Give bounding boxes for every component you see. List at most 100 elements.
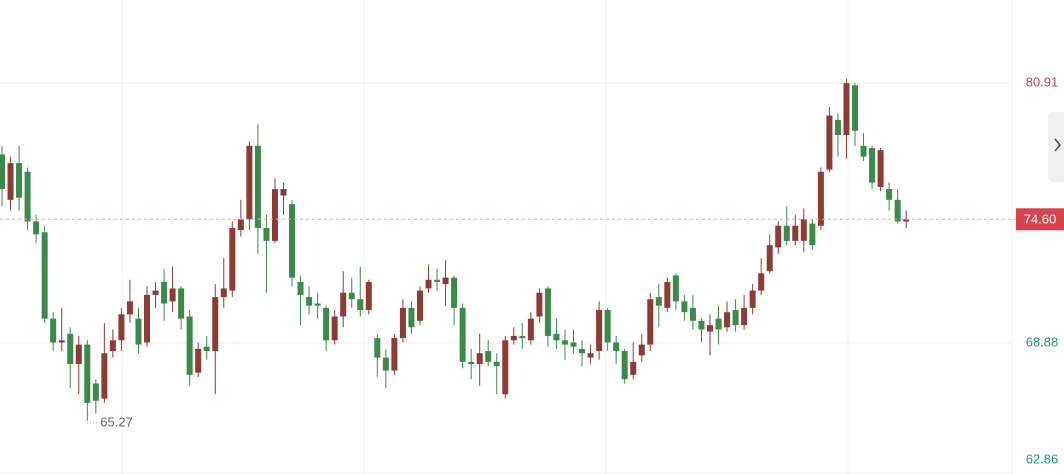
candle-body bbox=[468, 361, 475, 365]
candle-body bbox=[758, 273, 765, 291]
candle-body bbox=[306, 297, 313, 306]
candle-body bbox=[442, 277, 449, 285]
candle-body bbox=[425, 279, 432, 289]
candle-body bbox=[706, 325, 713, 332]
candle-body bbox=[24, 171, 31, 222]
candle-body bbox=[254, 145, 261, 228]
y-tick-label: 62.86 bbox=[1026, 451, 1059, 466]
candle-body bbox=[655, 297, 662, 306]
candle-body bbox=[101, 353, 108, 399]
candle-body bbox=[246, 145, 253, 220]
candle-body bbox=[41, 232, 48, 319]
candle-body bbox=[391, 338, 398, 371]
candle-body bbox=[749, 290, 756, 308]
candle-body bbox=[459, 307, 466, 362]
candle-body bbox=[169, 288, 176, 302]
candle-body bbox=[732, 310, 739, 326]
candle-body bbox=[493, 361, 500, 367]
candle-body bbox=[340, 292, 347, 317]
chevron-icon[interactable] bbox=[1054, 138, 1062, 152]
candle-body bbox=[297, 281, 304, 295]
candle-body bbox=[843, 83, 850, 136]
candle-body bbox=[33, 221, 40, 235]
candle-body bbox=[109, 340, 116, 352]
candle-body bbox=[50, 318, 57, 343]
candle-body bbox=[817, 171, 824, 226]
candle-body bbox=[434, 279, 441, 282]
candle-body bbox=[75, 344, 82, 365]
candle-body bbox=[7, 163, 14, 200]
candle-body bbox=[903, 219, 910, 222]
candle-body bbox=[638, 344, 645, 356]
candle-body bbox=[144, 294, 151, 343]
candle-body bbox=[289, 204, 296, 278]
candle-body bbox=[536, 292, 543, 317]
candle-body bbox=[510, 335, 517, 341]
candle-body bbox=[826, 115, 833, 170]
candle-body bbox=[886, 189, 893, 200]
candle-body bbox=[135, 318, 142, 345]
candle-body bbox=[715, 318, 722, 330]
time-grid bbox=[121, 0, 1013, 474]
candle-body bbox=[681, 301, 688, 313]
candle-body bbox=[519, 335, 526, 339]
candle-body bbox=[621, 351, 628, 380]
candle-body bbox=[58, 340, 65, 343]
candle-body bbox=[852, 85, 858, 131]
candle-body bbox=[161, 281, 168, 304]
candle-body bbox=[186, 316, 193, 375]
min-label: 65.27 bbox=[100, 414, 133, 429]
candle-body bbox=[476, 353, 483, 365]
candle-body bbox=[792, 225, 799, 241]
candle-body bbox=[561, 340, 568, 345]
candle-body bbox=[357, 299, 364, 311]
candle-body bbox=[195, 348, 202, 373]
candle-body bbox=[0, 154, 5, 190]
y-tick-label: 68.88 bbox=[1026, 334, 1059, 349]
candle-body bbox=[724, 312, 731, 328]
candle-body bbox=[348, 292, 355, 300]
candle-body bbox=[212, 297, 219, 352]
candle-body bbox=[613, 342, 620, 352]
last-price-box bbox=[1016, 208, 1064, 231]
candle-body bbox=[596, 310, 603, 352]
candle-body bbox=[271, 189, 278, 241]
candle-body bbox=[126, 301, 133, 315]
candle-body bbox=[579, 348, 586, 354]
candle-body bbox=[118, 314, 125, 341]
candle-body bbox=[263, 227, 270, 241]
candle-body bbox=[220, 288, 227, 298]
candle-body bbox=[399, 307, 406, 339]
candle-body bbox=[527, 318, 534, 341]
candle-body bbox=[860, 145, 867, 157]
candle-body bbox=[698, 320, 705, 330]
candle-body bbox=[323, 307, 330, 341]
candle-body bbox=[741, 307, 748, 326]
candle-body bbox=[570, 342, 577, 347]
candle-body bbox=[647, 299, 654, 345]
candle-body bbox=[203, 346, 210, 352]
candle-body bbox=[604, 310, 611, 343]
candle-body bbox=[877, 150, 884, 187]
candle-body bbox=[229, 227, 236, 291]
candle-body bbox=[809, 223, 816, 246]
candle-body bbox=[672, 275, 679, 302]
candle-body bbox=[502, 340, 509, 395]
candle-body bbox=[416, 290, 423, 321]
candle-body bbox=[689, 307, 696, 321]
candle-body bbox=[451, 277, 458, 308]
button-bg[interactable] bbox=[1048, 112, 1064, 182]
candle-body bbox=[775, 225, 782, 248]
candle-body bbox=[869, 147, 876, 183]
candle-body bbox=[553, 333, 560, 341]
candle-body bbox=[766, 245, 773, 272]
y-tick-label: 80.91 bbox=[1026, 74, 1059, 89]
candle-body bbox=[894, 199, 901, 222]
candle-body bbox=[84, 344, 91, 403]
last-price-label: 74.60 bbox=[1024, 212, 1057, 227]
candle-body bbox=[544, 288, 551, 336]
candle-body bbox=[374, 338, 381, 358]
candle-body bbox=[92, 383, 99, 401]
scroll-button[interactable] bbox=[1048, 112, 1064, 182]
